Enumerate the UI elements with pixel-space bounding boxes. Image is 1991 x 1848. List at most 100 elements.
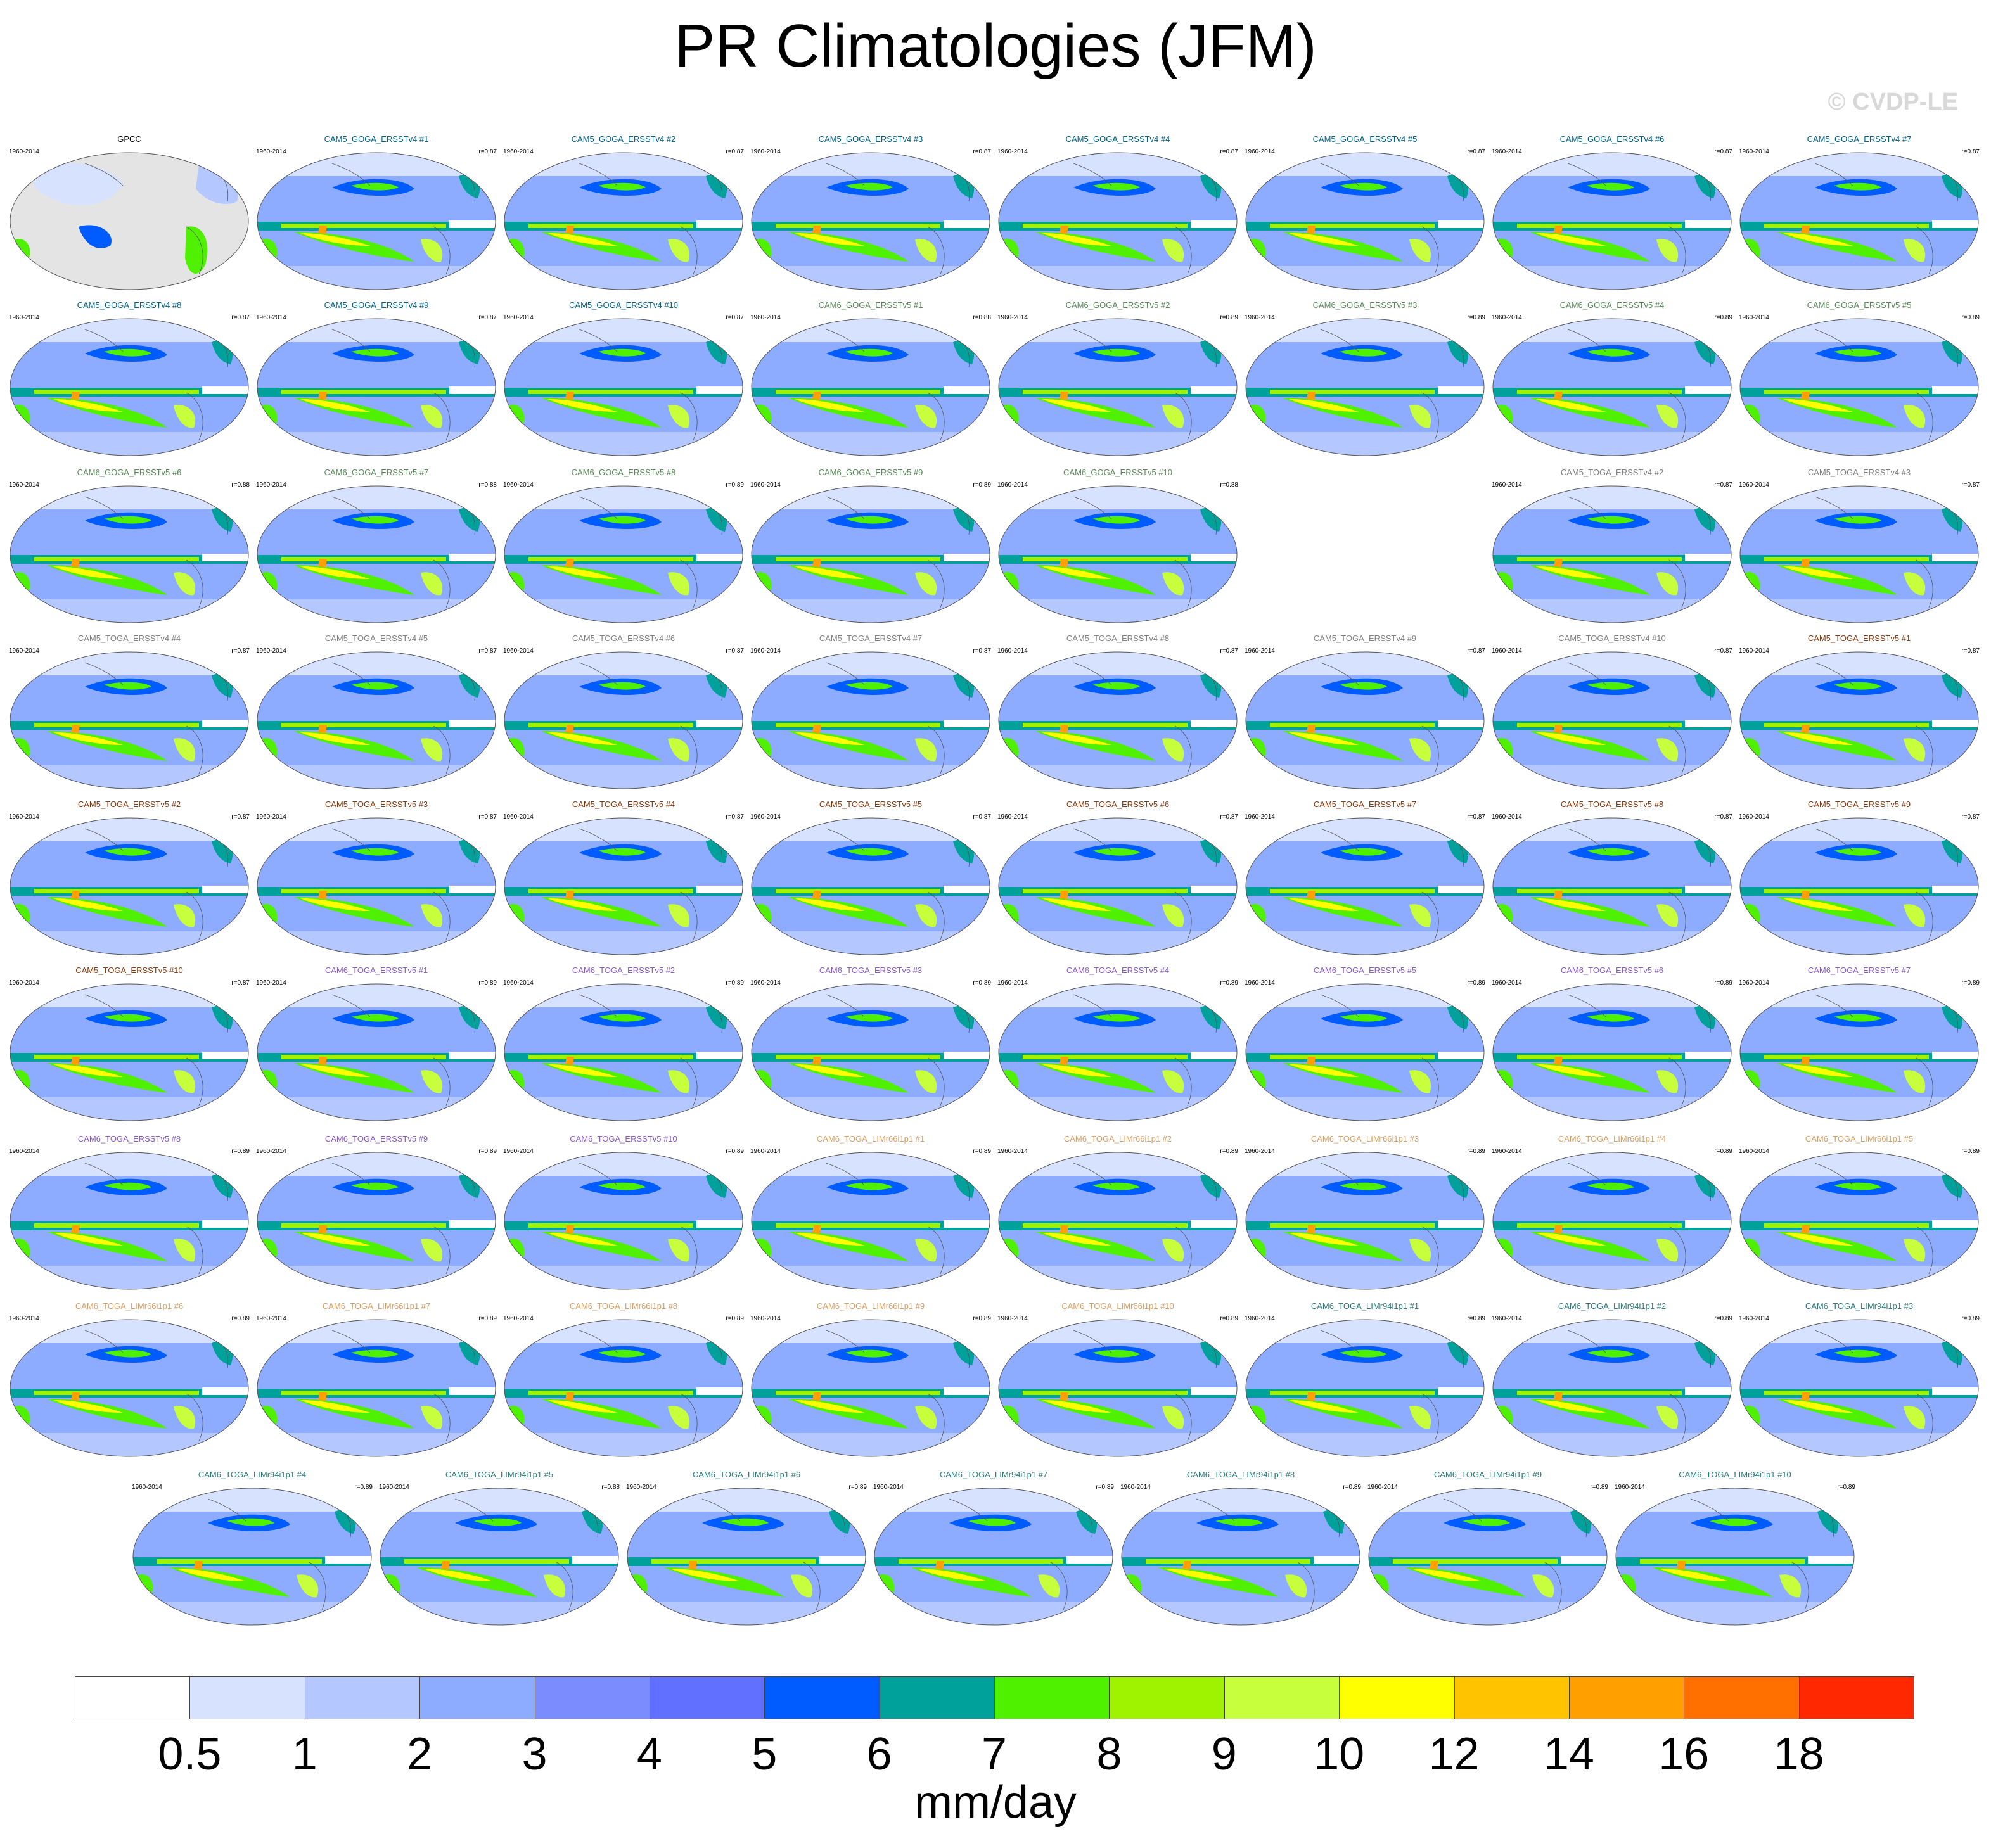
precip-high-lat-north [504,652,743,675]
panel-period: 1960-2014 [1120,1484,1151,1491]
maritime-max [53,399,123,412]
colorbar-tick-label: 0.5 [158,1729,222,1780]
storm-track-core [1340,682,1387,690]
dry-equatorial-atlantic [944,554,990,561]
map-border [998,1152,1238,1290]
panel-period: 1960-2014 [750,314,781,321]
map-border [751,1152,990,1290]
amazon-precip [668,1406,690,1429]
map-border [1121,1488,1360,1626]
map-panel: CAM6_TOGA_LIMr94i1p1 #9 1960-2014 r=0.89 [1367,1470,1608,1628]
dry-equatorial-atlantic [819,1556,866,1564]
itcz-core [1517,390,1682,394]
dry-equatorial-atlantic [696,554,743,561]
maritime-max [423,1569,493,1581]
map-panel: CAM5_TOGA_ERSSTv5 #5 1960-2014 r=0.87 [750,800,991,958]
itcz-core [1517,1223,1682,1228]
precip-map [257,983,496,1121]
colorbar-tick-label: 12 [1428,1729,1480,1780]
panel-pattern-correlation: r=0.89 [1714,314,1732,321]
maritime-max [1783,898,1853,911]
storm-track-core [1834,848,1881,856]
precip-high-lat-south [1740,1266,1978,1289]
amazon-precip [1656,405,1679,428]
storm-track-core [351,516,399,524]
maritime-max [1289,898,1359,911]
precip-map [1245,318,1485,456]
colorbar-box [1454,1676,1570,1719]
maritime-peak [71,392,80,400]
itcz-core [1517,1391,1682,1395]
precip-map [1492,318,1732,456]
dry-equatorial-atlantic [1191,386,1237,394]
dry-equatorial-atlantic [1685,1387,1731,1395]
map-border [1615,1488,1855,1626]
maritime-max [1536,1400,1606,1413]
panel-title: CAM6_TOGA_LIMr66i1p1 #7 [322,1301,431,1311]
storm-track-core [1710,1518,1757,1526]
map-panel: CAM5_GOGA_ERSSTv4 #9 1960-2014 r=0.87 [256,300,497,459]
storm-track-core [104,1182,151,1190]
maritime-max [1042,1400,1111,1413]
itcz-core [281,723,446,727]
precip-high-lat-south [752,266,990,290]
panel-title: CAM6_GOGA_ERSSTv5 #2 [1065,300,1170,310]
panel-pattern-correlation: r=0.89 [726,1148,744,1155]
maritime-peak [935,1561,944,1570]
amazon-precip [915,1070,937,1093]
amazon-precip [421,1070,443,1093]
panel-period: 1960-2014 [1492,813,1522,820]
precip-high-lat-south [874,1602,1113,1625]
dry-equatorial-atlantic [1191,720,1237,727]
panel-title: CAM6_TOGA_LIMr66i1p1 #9 [816,1301,925,1311]
map-border [10,485,249,623]
maritime-max [795,898,864,911]
storm-track-core [1092,348,1140,357]
precip-high-lat-south [10,599,248,623]
maritime-peak [565,559,574,568]
dry-equatorial-atlantic [449,1220,496,1228]
precip-high-lat-south [1493,765,1731,789]
map-panel: CAM5_TOGA_ERSSTv5 #8 1960-2014 r=0.87 [1492,800,1732,958]
itcz-core [1023,889,1188,893]
precip-high-lat-south [1493,432,1731,456]
maritime-peak [1801,226,1810,234]
panel-title: CAM6_TOGA_LIMr66i1p1 #5 [1805,1134,1914,1144]
precip-map [998,318,1238,456]
precip-map [751,152,990,290]
colorbar-tick-label: 5 [752,1729,778,1780]
storm-track-core [1587,1014,1634,1022]
itcz-core [776,224,940,228]
panel-title: CAM5_GOGA_ERSSTv4 #9 [324,300,429,310]
precip-high-lat-south [257,1097,496,1121]
colorbar-tick-label: 3 [522,1729,547,1780]
panel-pattern-correlation: r=0.87 [478,148,497,155]
maritime-peak [318,559,327,568]
precip-map [132,1488,372,1626]
panel-period: 1960-2014 [750,979,781,986]
map-panel: CAM5_GOGA_ERSSTv4 #8 1960-2014 r=0.87 [9,300,250,459]
precip-map [751,983,990,1121]
dry-equatorial-atlantic [449,554,496,561]
storm-track-core [598,682,646,690]
amazon-precip [1656,1070,1679,1093]
map-border [504,318,743,456]
storm-track-core [351,848,399,856]
amazon-precip [915,738,937,762]
amazon-precip [1904,239,1926,262]
precip-map [504,485,743,623]
panel-title: CAM5_TOGA_ERSSTv4 #3 [1807,468,1911,477]
land-precip-asia [32,163,124,205]
panel-pattern-correlation: r=0.87 [1961,481,1980,488]
precip-high-lat-north [10,319,248,342]
amazon-precip [1656,1239,1679,1262]
panel-pattern-correlation: r=0.89 [1467,1148,1485,1155]
precip-map [504,1319,743,1457]
precip-map [998,1319,1238,1457]
precip-high-lat-north [1493,818,1731,841]
precip-high-lat-south [1740,931,1978,955]
precip-map [1245,152,1485,290]
map-panel: CAM5_TOGA_ERSSTv5 #6 1960-2014 r=0.87 [997,800,1238,958]
maritime-peak [1060,1057,1068,1066]
panel-pattern-correlation: r=0.87 [1467,813,1485,820]
